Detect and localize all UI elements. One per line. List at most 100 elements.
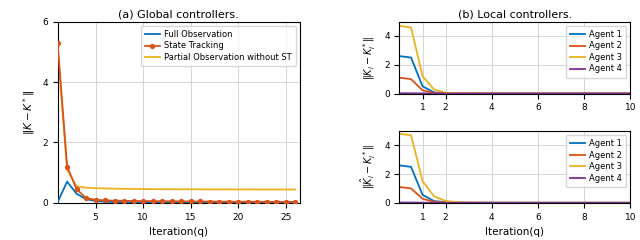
State Tracking: [101, 199, 109, 202]
Agent 4: [627, 201, 634, 204]
Agent 4: [557, 92, 565, 95]
Full Observation: [253, 201, 261, 204]
Partial Observation without ST: [244, 188, 252, 191]
Agent 1: [604, 201, 611, 204]
Partial Observation without ST: [263, 188, 271, 191]
Agent 3: [419, 75, 426, 78]
State Tracking: [54, 41, 61, 44]
Agent 2: [488, 201, 496, 204]
Agent 1: [419, 193, 426, 196]
Agent 2: [453, 201, 461, 204]
Agent 2: [557, 92, 565, 95]
Partial Observation without ST: [101, 187, 109, 190]
Agent 3: [407, 134, 415, 137]
State Tracking: [158, 200, 166, 203]
Agent 1: [604, 92, 611, 95]
Partial Observation without ST: [216, 188, 223, 191]
Agent 3: [511, 92, 519, 95]
Full Observation: [111, 201, 118, 204]
State Tracking: [130, 199, 138, 202]
Agent 3: [557, 92, 565, 95]
Agent 4: [488, 92, 496, 95]
Agent 3: [511, 201, 519, 204]
Agent 4: [407, 201, 415, 204]
Full Observation: [273, 201, 280, 204]
Partial Observation without ST: [273, 188, 280, 191]
Y-axis label: $\|K_i - K_i^*\|$: $\|K_i - K_i^*\|$: [362, 35, 378, 80]
Agent 2: [511, 92, 519, 95]
Agent 1: [534, 92, 542, 95]
Partial Observation without ST: [225, 188, 232, 191]
Partial Observation without ST: [83, 186, 90, 189]
Line: Agent 1: Agent 1: [399, 165, 630, 203]
Partial Observation without ST: [73, 185, 81, 188]
Agent 4: [396, 201, 403, 204]
Full Observation: [225, 201, 232, 204]
State Tracking: [263, 200, 271, 203]
Agent 2: [430, 91, 438, 94]
Agent 2: [396, 76, 403, 79]
Legend: Agent 1, Agent 2, Agent 3, Agent 4: Agent 1, Agent 2, Agent 3, Agent 4: [566, 135, 626, 187]
Partial Observation without ST: [54, 47, 61, 50]
Agent 3: [580, 92, 588, 95]
Agent 2: [580, 92, 588, 95]
Agent 1: [465, 92, 472, 95]
Partial Observation without ST: [140, 188, 147, 191]
Full Observation: [83, 198, 90, 201]
Agent 2: [604, 201, 611, 204]
Agent 4: [534, 92, 542, 95]
Full Observation: [206, 201, 214, 204]
Agent 1: [453, 92, 461, 95]
Agent 4: [430, 201, 438, 204]
Y-axis label: $\|K - K^*\|$: $\|K - K^*\|$: [20, 90, 36, 135]
Full Observation: [149, 201, 157, 204]
State Tracking: [140, 200, 147, 203]
Agent 3: [604, 201, 611, 204]
Agent 1: [627, 201, 634, 204]
Agent 2: [511, 201, 519, 204]
Agent 1: [442, 201, 449, 204]
Full Observation: [63, 180, 71, 183]
Agent 1: [407, 165, 415, 168]
State Tracking: [282, 200, 290, 203]
Partial Observation without ST: [234, 188, 242, 191]
State Tracking: [149, 200, 157, 203]
Agent 1: [407, 56, 415, 59]
Partial Observation without ST: [282, 188, 290, 191]
Agent 3: [580, 201, 588, 204]
Agent 1: [534, 201, 542, 204]
Agent 3: [407, 26, 415, 29]
Full Observation: [263, 201, 271, 204]
X-axis label: Iteration(q): Iteration(q): [149, 227, 209, 237]
Agent 4: [580, 201, 588, 204]
Agent 4: [534, 201, 542, 204]
Full Observation: [216, 201, 223, 204]
Full Observation: [158, 201, 166, 204]
Agent 3: [488, 92, 496, 95]
State Tracking: [92, 198, 99, 201]
Agent 1: [488, 92, 496, 95]
Legend: Full Observation, State Tracking, Partial Observation without ST: Full Observation, State Tracking, Partia…: [141, 26, 296, 66]
Agent 2: [465, 201, 472, 204]
Y-axis label: $\|\hat{K}_i - K_i^*\|$: $\|\hat{K}_i - K_i^*\|$: [359, 144, 378, 189]
Agent 2: [396, 186, 403, 188]
Agent 4: [430, 92, 438, 95]
Line: Agent 3: Agent 3: [399, 134, 630, 203]
Line: Agent 1: Agent 1: [399, 56, 630, 94]
State Tracking: [291, 200, 299, 203]
Agent 2: [430, 200, 438, 203]
Agent 2: [580, 201, 588, 204]
Agent 4: [511, 201, 519, 204]
Agent 4: [511, 92, 519, 95]
Agent 3: [419, 180, 426, 183]
Agent 1: [465, 201, 472, 204]
State Tracking: [253, 200, 261, 203]
Agent 4: [407, 92, 415, 95]
Line: Agent 3: Agent 3: [399, 26, 630, 94]
Agent 4: [453, 92, 461, 95]
Partial Observation without ST: [158, 188, 166, 191]
Agent 2: [465, 92, 472, 95]
Agent 3: [465, 201, 472, 204]
Full Observation: [196, 201, 204, 204]
Line: State Tracking: State Tracking: [56, 41, 297, 204]
